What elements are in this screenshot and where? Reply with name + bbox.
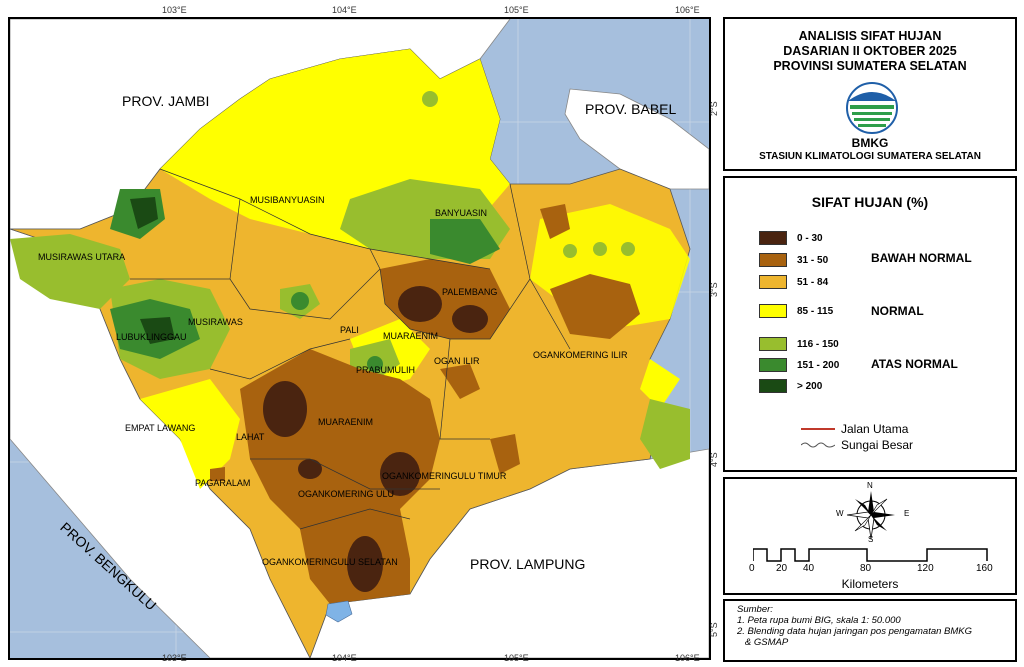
- label-empat-lawang: EMPAT LAWANG: [125, 423, 196, 433]
- river-label: Sungai Besar: [841, 438, 914, 452]
- source-item-2: 2. Blending data hujan jaringan pos peng…: [737, 626, 973, 637]
- legend-class-4: 116 - 150: [759, 334, 839, 354]
- scale-unit: Kilometers: [841, 577, 899, 591]
- label-prov-babel: PROV. BABEL: [585, 101, 677, 117]
- label-prov-lampung: PROV. LAMPUNG: [470, 556, 586, 572]
- source-heading: Sumber:: [737, 604, 773, 615]
- lat-3s: 3°S: [709, 282, 719, 297]
- label-ogankomering-ilir: OGANKOMERING ILIR: [533, 350, 628, 360]
- label-ogan-ilir: OGAN ILIR: [434, 356, 480, 366]
- label-lubuklinggau: LUBUKLINGGAU: [116, 332, 187, 342]
- title-line-2: DASARIAN II OKTOBER 2025: [783, 44, 957, 58]
- range-gt-200: > 200: [797, 380, 823, 392]
- lat-4s: 4°S: [709, 452, 719, 467]
- lon-top-104: 104°E: [332, 5, 357, 15]
- label-muaraenim-south: MUARAENIM: [318, 417, 374, 427]
- lon-top-106: 106°E: [675, 5, 700, 15]
- label-prov-jambi: PROV. JAMBI: [122, 93, 210, 109]
- source-panel: Sumber: 1. Peta rupa bumi BIG, skala 1: …: [723, 599, 1017, 662]
- compass-s: S: [868, 535, 874, 544]
- scale-bar: [753, 548, 988, 562]
- road-line-icon: [801, 428, 835, 430]
- scale-panel: N S W E 0 20 40 80 120 160 Kilometers: [723, 477, 1017, 595]
- swatch-85-115: [759, 304, 787, 318]
- legend-class-0: 0 - 30: [759, 228, 823, 248]
- compass-rose-icon: [846, 491, 895, 540]
- label-ogankomeringulu-timur: OGANKOMERINGULU TIMUR: [382, 471, 507, 481]
- title-panel: ANALISIS SIFAT HUJAN DASARIAN II OKTOBER…: [723, 17, 1017, 171]
- range-31-50: 31 - 50: [797, 254, 829, 266]
- legend-class-6: > 200: [759, 376, 822, 396]
- legend-class-1: 31 - 50: [759, 250, 828, 270]
- map-svg: [10, 19, 709, 658]
- label-lahat: LAHAT: [236, 432, 265, 442]
- label-muaraenim-north: MUARAENIM: [383, 331, 439, 341]
- scale-tick-0: 0: [749, 563, 755, 574]
- label-pagaralam: PAGARALAM: [195, 478, 251, 488]
- lon-top-105: 105°E: [504, 5, 529, 15]
- scale-tick-40: 40: [803, 563, 815, 574]
- label-musibanyuasin: MUSIBANYUASIN: [250, 195, 325, 205]
- label-palembang: PALEMBANG: [442, 287, 498, 297]
- range-151-200: 151 - 200: [797, 359, 840, 371]
- label-ogankomeringulu-selatan: OGANKOMERINGULU SELATAN: [262, 557, 398, 567]
- title-line-3: PROVINSI SUMATERA SELATAN: [773, 59, 967, 73]
- compass-w: W: [836, 509, 844, 518]
- range-85-115: 85 - 115: [797, 305, 834, 317]
- swatch-0-30: [759, 231, 787, 245]
- station-name: STASIUN KLIMATOLOGI SUMATERA SELATAN: [759, 151, 981, 162]
- label-ogankomering-ulu: OGANKOMERING ULU: [298, 489, 395, 499]
- scale-tick-80: 80: [860, 563, 872, 574]
- regency-boundaries: [130, 168, 571, 530]
- range-116-150: 116 - 150: [797, 338, 839, 350]
- scale-tick-20: 20: [776, 563, 788, 574]
- label-musirawas-utara: MUSIRAWAS UTARA: [38, 252, 126, 262]
- lon-bottom-104: 104°E: [332, 653, 357, 663]
- source-item-3: & GSMAP: [737, 637, 789, 648]
- compass-e: E: [904, 509, 910, 518]
- rainfall-map: PROV. JAMBI PROV. BABEL PROV. BENGKULU P…: [8, 17, 711, 660]
- lon-bottom-105: 105°E: [504, 653, 529, 663]
- above-normal-high: [130, 197, 175, 344]
- compass-n: N: [867, 481, 873, 490]
- lon-bottom-106: 106°E: [675, 653, 700, 663]
- swatch-31-50: [759, 253, 787, 267]
- road-label: Jalan Utama: [841, 422, 909, 436]
- label-musirawas: MUSIRAWAS: [188, 317, 243, 327]
- label-prabumulih: PRABUMULIH: [356, 365, 416, 375]
- swatch-116-150: [759, 337, 787, 351]
- lat-2s: 2°S: [709, 101, 719, 116]
- babel-land: [564, 88, 709, 190]
- legend-class-2: 51 - 84: [759, 272, 828, 292]
- legend-title: SIFAT HUJAN (%): [811, 194, 929, 210]
- title-line-1: ANALISIS SIFAT HUJAN: [798, 29, 942, 43]
- lon-bottom-103: 103°E: [162, 653, 187, 663]
- category-above-normal: ATAS NORMAL: [871, 357, 958, 371]
- category-normal: NORMAL: [871, 304, 924, 318]
- agency-name: BMKG: [851, 136, 889, 150]
- below-normal-low: [263, 286, 488, 592]
- scale-tick-160: 160: [976, 563, 993, 574]
- range-0-30: 0 - 30: [797, 232, 823, 244]
- legend-road: Jalan Utama: [801, 422, 908, 436]
- category-below-normal: BAWAH NORMAL: [871, 251, 972, 265]
- bmkg-logo-icon: [846, 82, 898, 134]
- scale-tick-120: 120: [917, 563, 934, 574]
- swatch-151-200: [759, 358, 787, 372]
- swatch-51-84: [759, 275, 787, 289]
- ranau-lake: [325, 600, 353, 623]
- legend-class-3: 85 - 115: [759, 301, 833, 321]
- legend-panel: SIFAT HUJAN (%) 0 - 30 31 - 50 51 - 84 8…: [723, 176, 1017, 472]
- river-line-icon: [801, 442, 835, 448]
- lat-5s: 5°S: [709, 622, 719, 637]
- legend-river: Sungai Besar: [801, 438, 913, 452]
- source-item-1: 1. Peta rupa bumi BIG, skala 1: 50.000: [737, 615, 901, 626]
- label-pali: PALI: [340, 325, 359, 335]
- range-51-84: 51 - 84: [797, 276, 829, 288]
- label-banyuasin: BANYUASIN: [435, 208, 488, 218]
- lon-top-103: 103°E: [162, 5, 187, 15]
- legend-class-5: 151 - 200: [759, 355, 839, 375]
- swatch-gt-200: [759, 379, 787, 393]
